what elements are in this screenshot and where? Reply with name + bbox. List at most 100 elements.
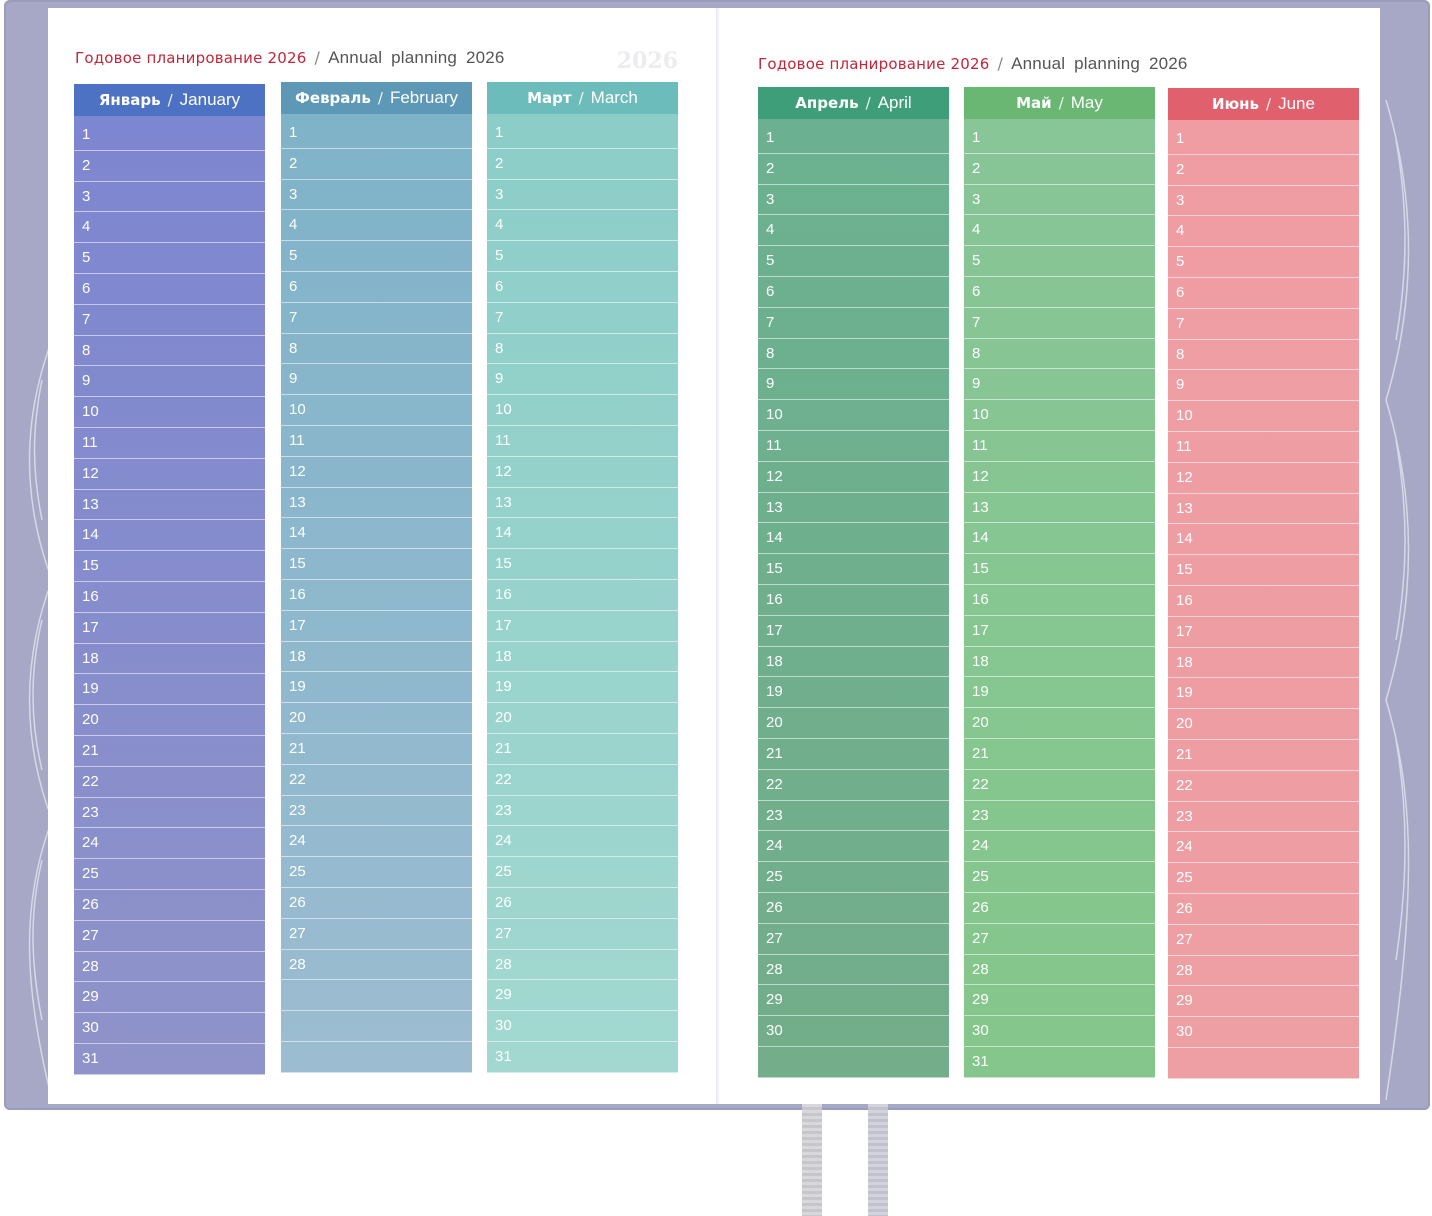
day-row[interactable]: 15 bbox=[758, 554, 949, 585]
day-row[interactable]: 13 bbox=[281, 488, 472, 519]
bookmark-ribbon[interactable] bbox=[868, 1104, 888, 1216]
day-row[interactable]: 20 bbox=[74, 705, 265, 736]
day-row[interactable]: 5 bbox=[487, 241, 678, 272]
day-row[interactable]: 3 bbox=[1168, 186, 1359, 217]
day-row[interactable]: 19 bbox=[758, 677, 949, 709]
day-row[interactable]: 6 bbox=[487, 272, 678, 303]
day-row[interactable]: 15 bbox=[1168, 555, 1359, 586]
day-row[interactable]: 7 bbox=[1168, 309, 1359, 340]
day-row[interactable]: 10 bbox=[964, 400, 1155, 431]
day-row[interactable]: 2 bbox=[964, 154, 1155, 185]
day-row[interactable]: 10 bbox=[1168, 401, 1359, 432]
day-row[interactable]: 22 bbox=[964, 770, 1155, 801]
day-row[interactable]: 26 bbox=[74, 890, 265, 921]
day-row[interactable]: 17 bbox=[758, 616, 949, 647]
day-row[interactable]: 16 bbox=[74, 582, 265, 613]
day-row[interactable]: 14 bbox=[487, 518, 678, 550]
day-row[interactable]: 30 bbox=[1168, 1017, 1359, 1048]
day-row[interactable]: 14 bbox=[1168, 524, 1359, 556]
day-row[interactable]: 2 bbox=[758, 154, 949, 185]
day-row[interactable]: 9 bbox=[758, 369, 949, 401]
day-row[interactable]: 3 bbox=[758, 185, 949, 216]
day-row[interactable]: 4 bbox=[964, 215, 1155, 247]
day-row[interactable]: 23 bbox=[758, 801, 949, 832]
day-row[interactable]: 28 bbox=[964, 955, 1155, 986]
day-row[interactable]: 11 bbox=[487, 426, 678, 457]
day-row[interactable]: 8 bbox=[281, 334, 472, 365]
day-row[interactable]: 1 bbox=[281, 118, 472, 149]
day-row[interactable]: 14 bbox=[74, 520, 265, 552]
day-row[interactable]: 21 bbox=[281, 734, 472, 765]
day-row[interactable]: 26 bbox=[487, 888, 678, 919]
day-row[interactable]: 16 bbox=[758, 585, 949, 616]
day-row[interactable]: 14 bbox=[758, 523, 949, 555]
day-row[interactable]: 24 bbox=[964, 831, 1155, 863]
day-row[interactable]: 16 bbox=[1168, 586, 1359, 617]
day-row[interactable]: 24 bbox=[281, 826, 472, 858]
day-row[interactable]: 31 bbox=[964, 1047, 1155, 1078]
day-row[interactable]: 3 bbox=[74, 182, 265, 213]
day-row[interactable] bbox=[281, 1011, 472, 1042]
day-row[interactable]: 21 bbox=[964, 739, 1155, 770]
day-row[interactable]: 11 bbox=[74, 428, 265, 459]
day-row[interactable]: 24 bbox=[1168, 832, 1359, 864]
day-row[interactable]: 16 bbox=[281, 580, 472, 611]
day-row[interactable]: 27 bbox=[487, 919, 678, 950]
day-row[interactable]: 15 bbox=[74, 551, 265, 582]
day-row[interactable]: 19 bbox=[1168, 678, 1359, 710]
day-row[interactable]: 16 bbox=[964, 585, 1155, 616]
day-row[interactable]: 28 bbox=[487, 950, 678, 981]
day-row[interactable]: 20 bbox=[487, 703, 678, 734]
day-row[interactable]: 13 bbox=[758, 493, 949, 524]
day-row[interactable]: 15 bbox=[964, 554, 1155, 585]
day-row[interactable]: 22 bbox=[74, 767, 265, 798]
day-row[interactable]: 30 bbox=[487, 1011, 678, 1042]
day-row[interactable]: 11 bbox=[964, 431, 1155, 462]
day-row[interactable]: 14 bbox=[281, 518, 472, 550]
day-row[interactable]: 5 bbox=[1168, 247, 1359, 278]
day-row[interactable]: 17 bbox=[1168, 617, 1359, 648]
day-row[interactable]: 20 bbox=[964, 708, 1155, 739]
day-row[interactable]: 20 bbox=[281, 703, 472, 734]
day-row[interactable]: 9 bbox=[281, 364, 472, 396]
day-row[interactable]: 28 bbox=[758, 955, 949, 986]
day-row[interactable]: 7 bbox=[758, 308, 949, 339]
day-row[interactable]: 23 bbox=[964, 801, 1155, 832]
day-row[interactable]: 29 bbox=[1168, 986, 1359, 1018]
day-row[interactable]: 30 bbox=[758, 1016, 949, 1047]
day-row[interactable]: 18 bbox=[1168, 648, 1359, 679]
day-row[interactable]: 17 bbox=[281, 611, 472, 642]
day-row[interactable]: 26 bbox=[281, 888, 472, 919]
day-row[interactable]: 4 bbox=[281, 210, 472, 242]
day-row[interactable]: 9 bbox=[1168, 370, 1359, 402]
day-row[interactable]: 7 bbox=[281, 303, 472, 334]
day-row[interactable]: 29 bbox=[758, 985, 949, 1017]
day-row[interactable] bbox=[1168, 1048, 1359, 1079]
day-row[interactable]: 22 bbox=[1168, 771, 1359, 802]
day-row[interactable]: 29 bbox=[964, 985, 1155, 1017]
day-row[interactable]: 26 bbox=[758, 893, 949, 924]
day-row[interactable]: 8 bbox=[487, 334, 678, 365]
day-row[interactable]: 3 bbox=[281, 180, 472, 211]
day-row[interactable]: 1 bbox=[487, 118, 678, 149]
day-row[interactable]: 18 bbox=[487, 642, 678, 673]
day-row[interactable]: 9 bbox=[964, 369, 1155, 401]
day-row[interactable]: 22 bbox=[487, 765, 678, 796]
day-row[interactable]: 2 bbox=[487, 149, 678, 180]
day-row[interactable]: 5 bbox=[281, 241, 472, 272]
day-row[interactable]: 28 bbox=[1168, 956, 1359, 987]
day-row[interactable]: 8 bbox=[964, 339, 1155, 370]
day-row[interactable]: 14 bbox=[964, 523, 1155, 555]
day-row[interactable]: 17 bbox=[964, 616, 1155, 647]
day-row[interactable]: 10 bbox=[487, 395, 678, 426]
day-row[interactable]: 19 bbox=[74, 674, 265, 706]
day-row[interactable] bbox=[281, 1042, 472, 1073]
day-row[interactable]: 6 bbox=[74, 274, 265, 305]
day-row[interactable]: 6 bbox=[1168, 278, 1359, 309]
day-row[interactable]: 30 bbox=[964, 1016, 1155, 1047]
day-row[interactable]: 23 bbox=[281, 796, 472, 827]
day-row[interactable]: 27 bbox=[964, 924, 1155, 955]
day-row[interactable]: 19 bbox=[964, 677, 1155, 709]
day-row[interactable]: 26 bbox=[1168, 894, 1359, 925]
day-row[interactable]: 25 bbox=[1168, 863, 1359, 894]
